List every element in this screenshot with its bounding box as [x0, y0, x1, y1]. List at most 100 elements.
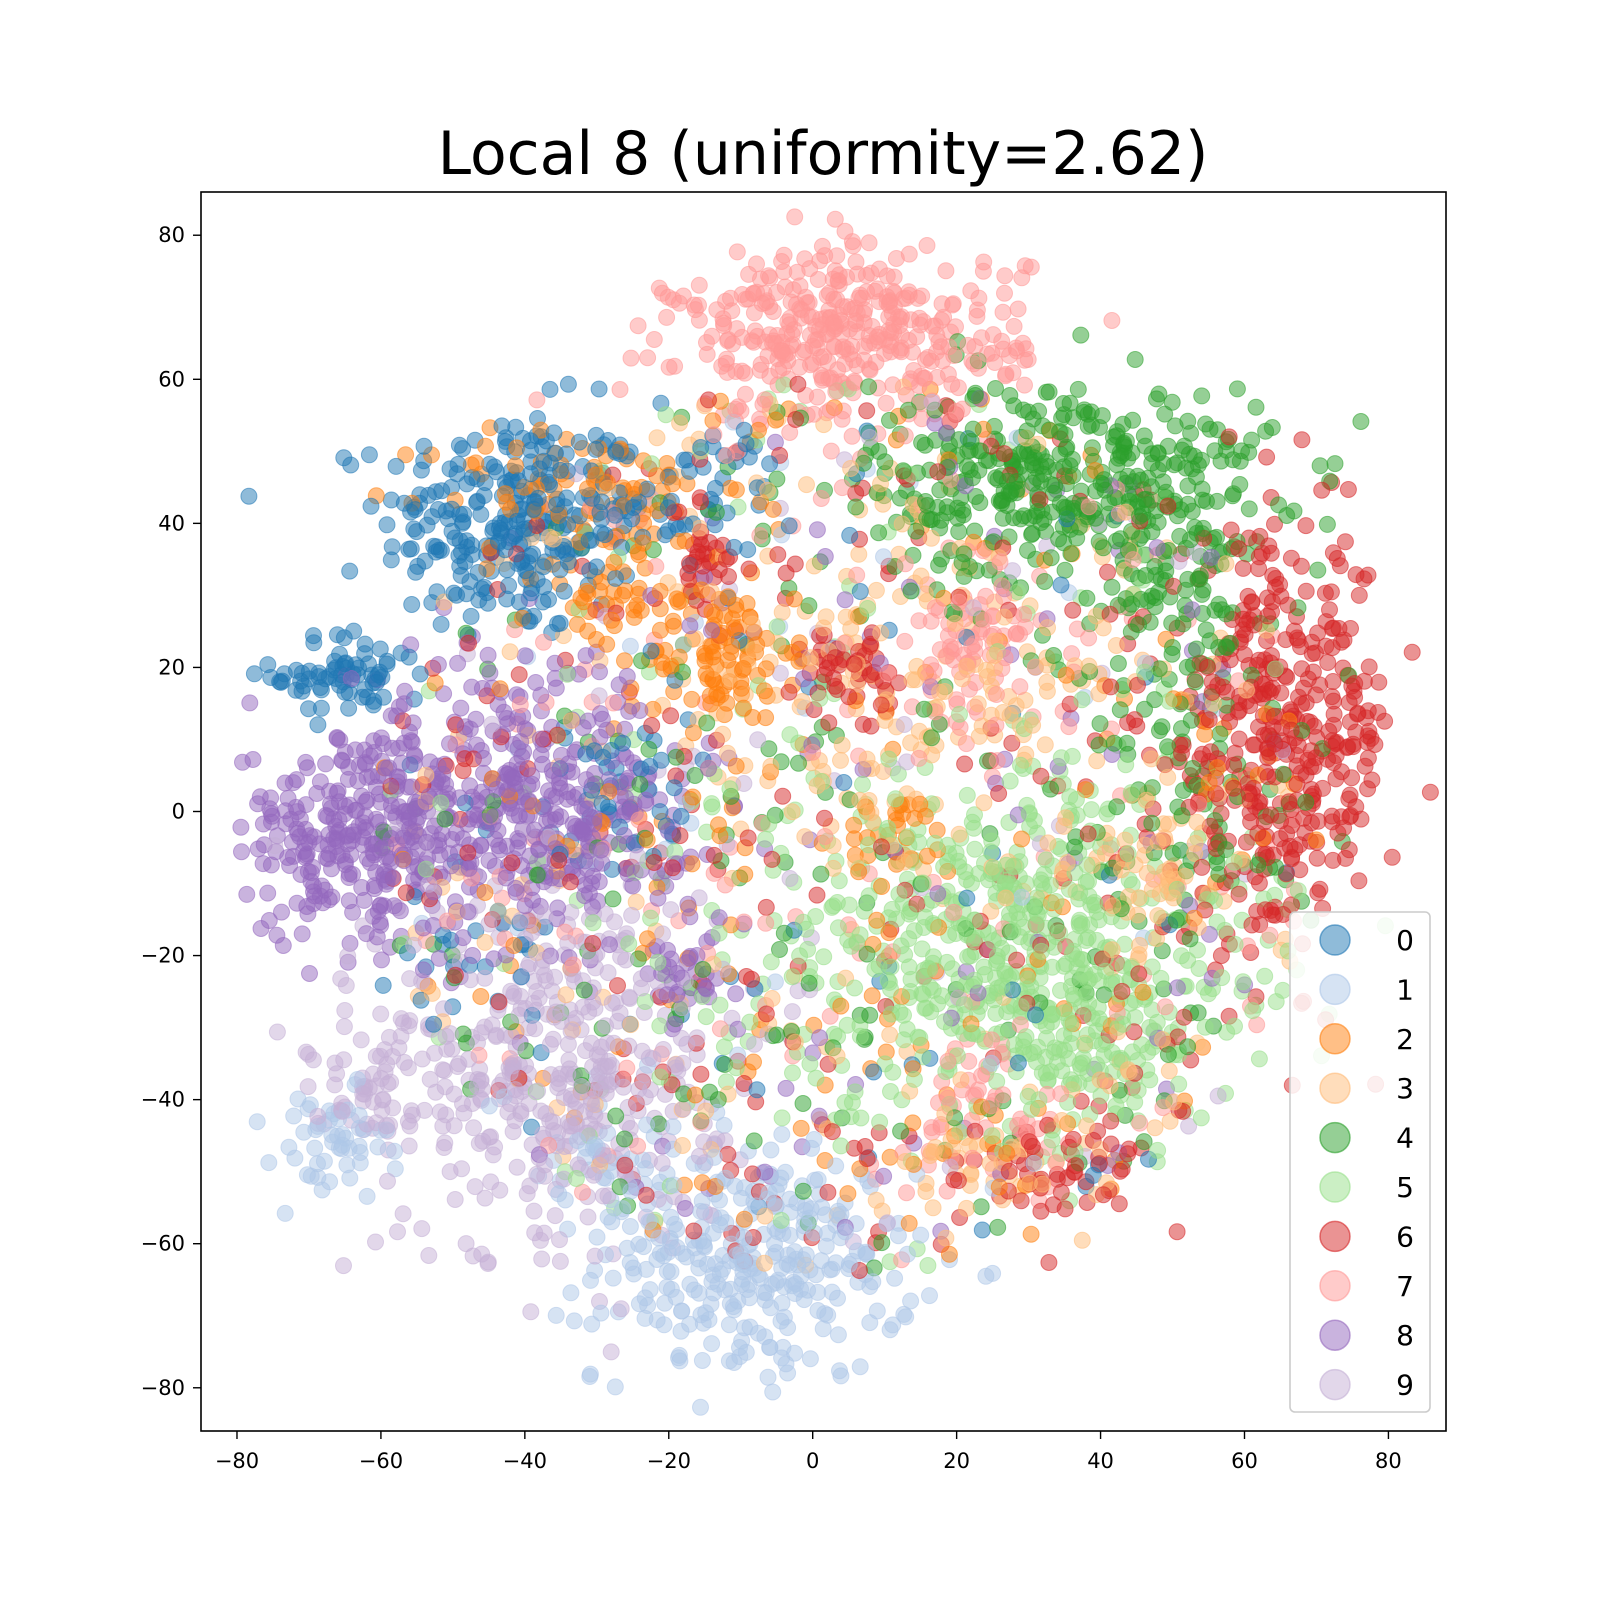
- data-point-6: [510, 666, 528, 684]
- data-point-6: [777, 564, 795, 582]
- data-point-3: [958, 1199, 975, 1217]
- data-point-2: [634, 534, 652, 552]
- data-point-5: [801, 1055, 819, 1073]
- data-point-0: [400, 648, 418, 666]
- data-point-7: [791, 358, 809, 376]
- data-point-6: [664, 859, 682, 877]
- data-point-5: [1068, 950, 1086, 968]
- data-point-7: [629, 317, 647, 335]
- data-point-2: [683, 690, 701, 708]
- data-point-2: [1208, 759, 1226, 777]
- data-point-6: [739, 829, 757, 847]
- data-point-4: [1201, 420, 1219, 438]
- data-point-5: [840, 896, 858, 914]
- data-point-1: [547, 1306, 565, 1324]
- data-point-5: [760, 815, 778, 833]
- data-point-6: [990, 785, 1008, 802]
- data-point-5: [1093, 1035, 1111, 1053]
- data-point-7: [824, 270, 842, 288]
- data-point-2: [506, 457, 524, 475]
- data-point-0: [835, 774, 853, 791]
- data-point-5: [852, 1109, 870, 1127]
- data-point-6: [1237, 833, 1255, 851]
- data-point-6: [1295, 809, 1313, 827]
- data-point-1: [886, 1269, 904, 1287]
- data-point-7: [807, 331, 824, 349]
- data-point-5: [1289, 882, 1307, 900]
- data-point-7: [1016, 376, 1033, 394]
- data-point-7: [843, 427, 861, 445]
- data-point-5: [947, 925, 965, 942]
- data-point-6: [1110, 1195, 1128, 1213]
- data-point-6: [1102, 1112, 1120, 1130]
- data-point-6: [1265, 707, 1283, 725]
- data-point-4: [1126, 351, 1144, 368]
- data-point-6: [1111, 1162, 1129, 1180]
- data-point-7: [845, 351, 862, 369]
- data-point-8: [507, 879, 525, 897]
- data-point-4: [1211, 725, 1229, 743]
- data-point-4: [1072, 326, 1090, 344]
- data-point-1: [276, 1204, 294, 1222]
- data-point-6: [1344, 735, 1362, 753]
- data-point-9: [582, 1090, 600, 1108]
- data-point-5: [936, 1013, 953, 1031]
- points-layer: [232, 208, 1439, 1416]
- data-point-0: [425, 1015, 443, 1033]
- data-point-9: [559, 934, 577, 952]
- data-point-1: [720, 1316, 738, 1334]
- data-point-2: [693, 1174, 711, 1192]
- data-point-7: [812, 490, 830, 507]
- data-point-8: [808, 521, 826, 539]
- data-point-3: [1094, 619, 1112, 637]
- data-point-9: [491, 1181, 509, 1199]
- data-point-1: [636, 1309, 654, 1327]
- data-point-1: [984, 1264, 1002, 1282]
- data-point-5: [1196, 1018, 1214, 1036]
- data-point-4: [1179, 477, 1197, 495]
- data-point-3: [917, 1183, 935, 1200]
- data-point-9: [666, 1056, 684, 1074]
- data-point-4: [640, 740, 658, 758]
- data-point-4: [1111, 701, 1129, 719]
- data-point-3: [476, 933, 494, 951]
- data-point-4: [1311, 457, 1329, 475]
- data-point-8: [580, 884, 598, 902]
- data-point-4: [1135, 427, 1153, 445]
- data-point-4: [1148, 390, 1165, 408]
- data-point-5: [773, 1109, 791, 1127]
- data-point-4: [1005, 397, 1023, 415]
- data-point-7: [857, 266, 875, 284]
- data-point-0: [841, 526, 859, 544]
- data-point-7: [896, 427, 914, 445]
- data-point-1: [786, 1243, 804, 1261]
- data-point-6: [1292, 557, 1310, 575]
- data-point-8: [527, 674, 545, 691]
- data-point-5: [697, 1008, 715, 1026]
- data-point-4: [790, 754, 807, 772]
- data-point-9: [441, 1163, 459, 1181]
- data-point-6: [1003, 734, 1021, 752]
- data-point-3: [1073, 1231, 1091, 1249]
- data-point-6: [1350, 586, 1368, 604]
- data-point-1: [562, 1284, 580, 1302]
- data-point-8: [308, 785, 326, 802]
- data-point-1: [635, 1238, 653, 1256]
- data-point-4: [1274, 765, 1292, 783]
- data-point-9: [367, 1233, 384, 1251]
- data-point-5: [1107, 1097, 1125, 1115]
- data-point-9: [379, 1172, 396, 1190]
- data-point-1: [621, 1218, 639, 1235]
- data-point-3: [893, 515, 911, 533]
- data-point-4: [745, 1132, 763, 1150]
- data-point-7: [1013, 269, 1031, 287]
- data-point-6: [1328, 550, 1346, 567]
- data-point-8: [531, 730, 549, 748]
- data-point-9: [476, 969, 494, 987]
- data-point-6: [1244, 736, 1262, 754]
- data-point-1: [298, 1166, 316, 1184]
- data-point-8: [233, 843, 250, 861]
- data-point-6: [1293, 431, 1311, 449]
- data-point-8: [251, 788, 269, 806]
- data-point-8: [293, 925, 311, 943]
